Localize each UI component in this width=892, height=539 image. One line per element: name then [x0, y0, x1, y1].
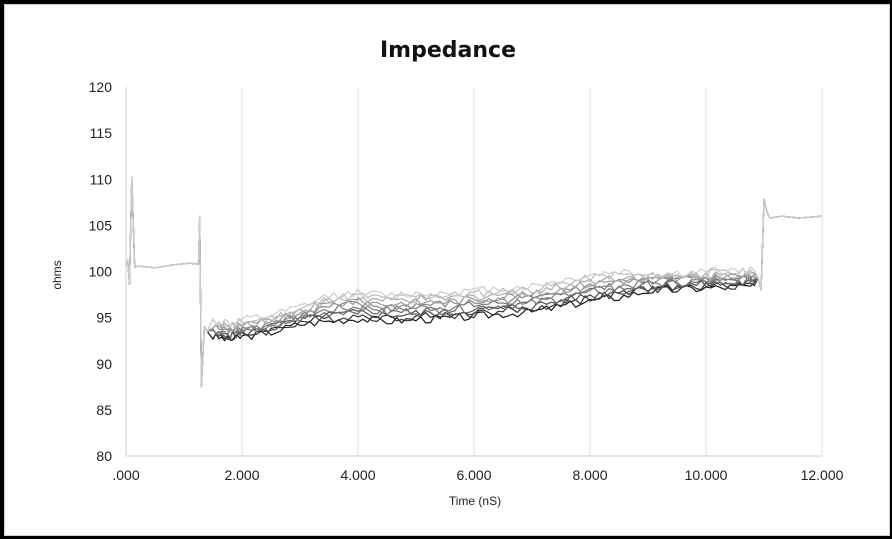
x-tick-label: 6.000 — [456, 467, 491, 483]
y-tick-label: 85 — [96, 402, 112, 418]
y-tick-label: 115 — [90, 125, 113, 141]
x-ticks: .000 2.000 4.000 6.000 8.000 10.000 12.000 — [112, 467, 843, 483]
y-tick-label: 95 — [96, 310, 112, 326]
y-ticks: 80 85 90 95 100 105 110 115 120 — [89, 79, 113, 464]
x-tick-label: 8.000 — [572, 467, 607, 483]
y-tick-label: 105 — [89, 217, 113, 233]
x-tick-label: 10.000 — [685, 467, 728, 483]
y-tick-label: 120 — [89, 79, 113, 95]
series-line — [125, 176, 823, 388]
x-tick-label: 4.000 — [340, 467, 375, 483]
chart-title: Impedance — [380, 38, 516, 63]
y-tick-label: 80 — [96, 448, 112, 464]
y-axis-label: ohms — [50, 260, 64, 289]
y-tick-label: 110 — [90, 171, 113, 187]
series-line — [125, 176, 823, 388]
impedance-chart: Impedance Time (nS) ohms 80 85 90 95 100 105 1… — [50, 38, 844, 508]
x-tick-label: 2.000 — [224, 467, 259, 483]
x-tick-label: 12.000 — [801, 467, 844, 483]
y-tick-label: 90 — [96, 356, 112, 372]
x-tick-label: .000 — [112, 467, 139, 483]
x-axis-label: Time (nS) — [449, 494, 501, 508]
grid — [125, 87, 823, 457]
y-tick-label: 100 — [89, 264, 113, 280]
series-group — [125, 176, 823, 388]
chart-frame: Impedance Time (nS) ohms 80 85 90 95 100 105 1… — [4, 4, 890, 536]
